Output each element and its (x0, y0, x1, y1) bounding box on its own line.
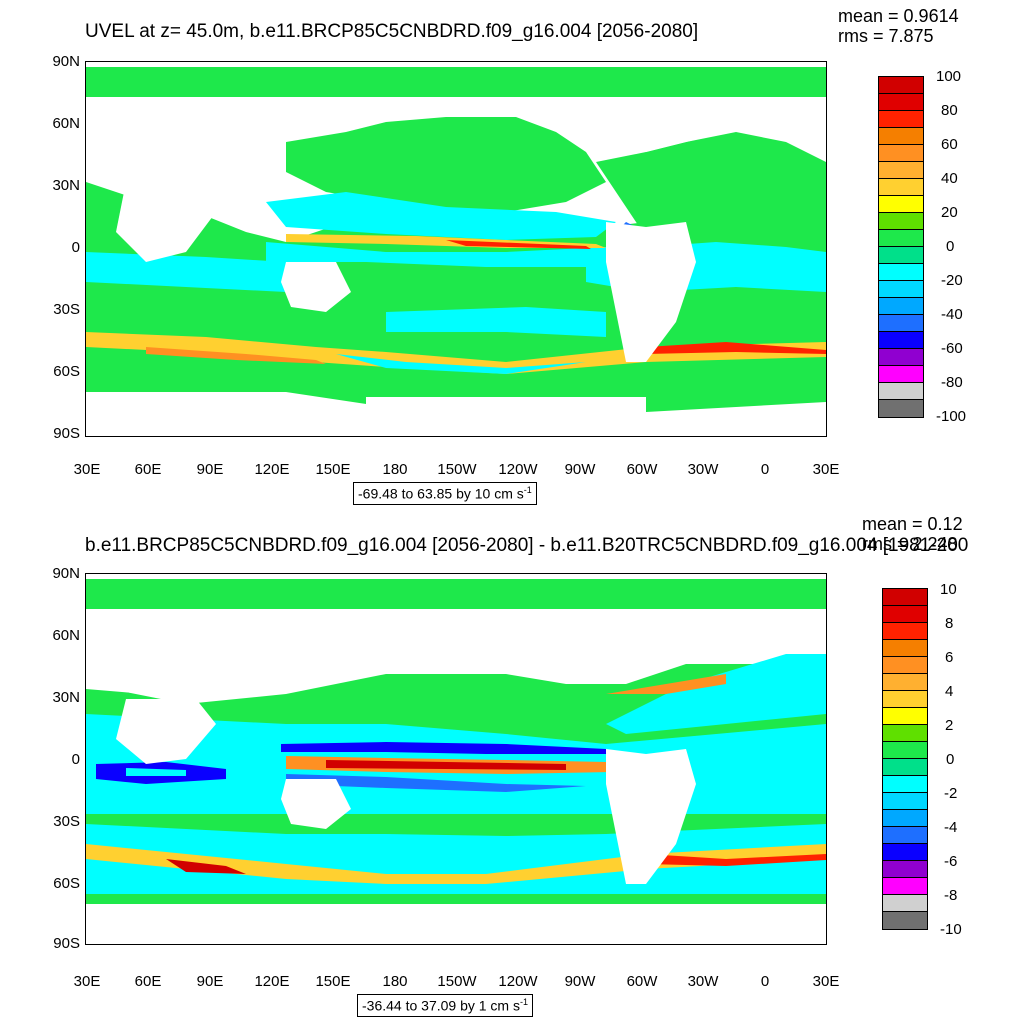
color-legend (878, 76, 924, 418)
range-unit-exponent: -1 (523, 485, 532, 495)
lat-label-90s: 90S (53, 935, 80, 952)
legend-label: 4 (945, 683, 954, 700)
lon-label: 150E (315, 973, 351, 990)
lon-label: 90E (196, 973, 224, 990)
lon-label: 180 (382, 973, 408, 990)
lat-label-90s: 90S (53, 425, 80, 442)
legend-label: 40 (941, 170, 958, 187)
color-legend (882, 588, 928, 930)
legend-label: -6 (944, 853, 958, 870)
lon-label: 60W (626, 461, 658, 478)
lon-label: 90W (564, 973, 596, 990)
lat-label-60s: 60S (53, 875, 80, 892)
lon-label: 60W (626, 973, 658, 990)
lon-label: 90W (564, 461, 596, 478)
legend-label: 80 (941, 102, 958, 119)
legend-label: 10 (940, 581, 957, 598)
legend-label: -40 (941, 306, 963, 323)
lat-label-60s: 60S (53, 363, 80, 380)
lon-label: 30W (687, 461, 719, 478)
panel-title: UVEL at z= 45.0m, b.e11.BRCP85C5CNBDRD.f… (85, 21, 699, 42)
mean-stat: mean = 0.9614 (838, 6, 959, 26)
lon-label: 0 (760, 461, 770, 478)
map-svg (86, 574, 826, 944)
lat-label-30s: 30S (53, 813, 80, 830)
legend-label: -100 (936, 408, 967, 425)
lon-label: 30E (73, 461, 101, 478)
legend-label: -8 (944, 887, 958, 904)
legend-label: 0 (946, 238, 955, 255)
lon-label: 0 (760, 973, 770, 990)
lon-label: 30E (812, 461, 840, 478)
legend-label: -4 (944, 819, 958, 836)
legend-label: 2 (945, 717, 954, 734)
lon-label: 120W (498, 973, 538, 990)
legend-label: 20 (941, 204, 958, 221)
lon-label: 120E (254, 973, 290, 990)
lon-label: 180 (382, 461, 408, 478)
legend-label: -20 (941, 272, 963, 289)
contour-range-box: -69.48 to 63.85 by 10 cm s-1 (353, 482, 537, 505)
legend-label: 6 (945, 649, 954, 666)
legend-label: -10 (940, 921, 962, 938)
lat-label-90n: 90N (52, 53, 80, 70)
lat-label-30s: 30S (53, 301, 80, 318)
legend-label: -80 (941, 374, 963, 391)
mean-stat: mean = 0.12 (862, 514, 963, 534)
legend-label: -60 (941, 340, 963, 357)
bottom-panel: b.e11.BRCP85C5CNBDRD.f09_g16.004 [2056-2… (0, 512, 1024, 1024)
lon-label: 150W (437, 461, 477, 478)
legend-label: 100 (936, 68, 962, 85)
lon-label: 60E (134, 973, 162, 990)
lon-label: 30E (812, 973, 840, 990)
lon-label: 30W (687, 973, 719, 990)
lat-label-90n: 90N (52, 565, 80, 582)
rms-stat: rms = 2.248 (862, 534, 958, 554)
lat-label-eq: 0 (71, 239, 80, 256)
lon-label: 90E (196, 461, 224, 478)
map-svg (86, 62, 826, 436)
legend-label: 8 (945, 615, 954, 632)
lon-label: 30E (73, 973, 101, 990)
range-unit-exponent: -1 (519, 997, 528, 1007)
lon-label: 120W (498, 461, 538, 478)
lat-label-60n: 60N (52, 115, 80, 132)
map-plot (85, 61, 827, 437)
lon-label: 60E (134, 461, 162, 478)
range-text: -36.44 to 37.09 by 1 cm s (362, 997, 520, 1014)
lon-label: 150W (437, 973, 477, 990)
legend-label: 60 (941, 136, 958, 153)
contour-range-box: -36.44 to 37.09 by 1 cm s-1 (357, 994, 533, 1017)
rms-stat: rms = 7.875 (838, 26, 934, 46)
panel-title: b.e11.BRCP85C5CNBDRD.f09_g16.004 [2056-2… (85, 535, 969, 556)
map-plot (85, 573, 827, 945)
lon-label: 150E (315, 461, 351, 478)
lat-label-30n: 30N (52, 689, 80, 706)
lat-label-30n: 30N (52, 177, 80, 194)
lat-label-eq: 0 (71, 751, 80, 768)
lon-label: 120E (254, 461, 290, 478)
legend-label: 0 (946, 751, 955, 768)
legend-label: -2 (944, 785, 958, 802)
top-panel: UVEL at z= 45.0m, b.e11.BRCP85C5CNBDRD.f… (52, 6, 967, 505)
lat-label-60n: 60N (52, 627, 80, 644)
range-text: -69.48 to 63.85 by 10 cm s (358, 485, 524, 502)
